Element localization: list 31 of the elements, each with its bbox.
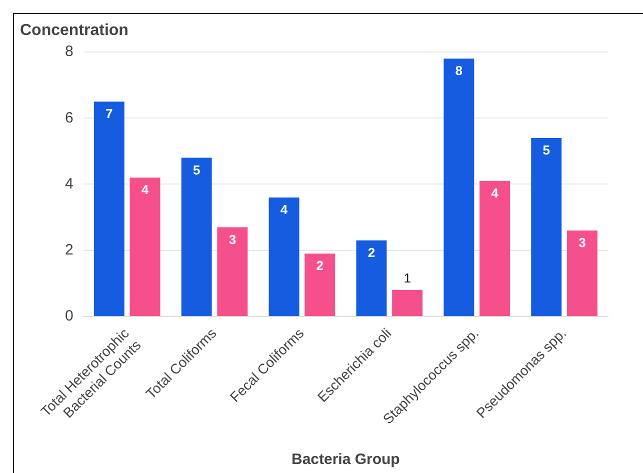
bar bbox=[94, 102, 124, 316]
data-label: 4 bbox=[141, 182, 150, 198]
bar bbox=[181, 158, 212, 316]
data-label: 1 bbox=[404, 270, 411, 286]
bar bbox=[217, 227, 248, 316]
data-label: 2 bbox=[316, 258, 324, 274]
x-axis-title: Bacteria Group bbox=[291, 451, 400, 468]
y-tick-label: 8 bbox=[65, 43, 74, 60]
data-label: 7 bbox=[106, 106, 113, 122]
data-label: 2 bbox=[368, 244, 376, 260]
data-label: 4 bbox=[280, 202, 288, 218]
y-axis-title: Concentration bbox=[20, 22, 128, 40]
bar bbox=[444, 58, 474, 316]
bar bbox=[356, 240, 387, 316]
y-tick-label: 4 bbox=[65, 175, 74, 192]
data-label: 3 bbox=[578, 235, 586, 250]
y-tick-label: 2 bbox=[65, 241, 74, 258]
bar bbox=[304, 254, 336, 316]
data-label: 5 bbox=[542, 142, 550, 158]
y-tick-label: 0 bbox=[65, 308, 74, 325]
y-tick-label: 6 bbox=[65, 109, 74, 126]
bar bbox=[268, 197, 300, 316]
bar bbox=[531, 138, 562, 316]
data-label: 3 bbox=[228, 232, 236, 247]
data-label: 8 bbox=[455, 63, 463, 78]
data-label: 5 bbox=[192, 162, 200, 178]
bar bbox=[566, 230, 598, 316]
bar bbox=[130, 178, 160, 316]
bar bbox=[392, 290, 423, 316]
bar bbox=[480, 180, 510, 316]
data-label: 4 bbox=[491, 185, 500, 200]
